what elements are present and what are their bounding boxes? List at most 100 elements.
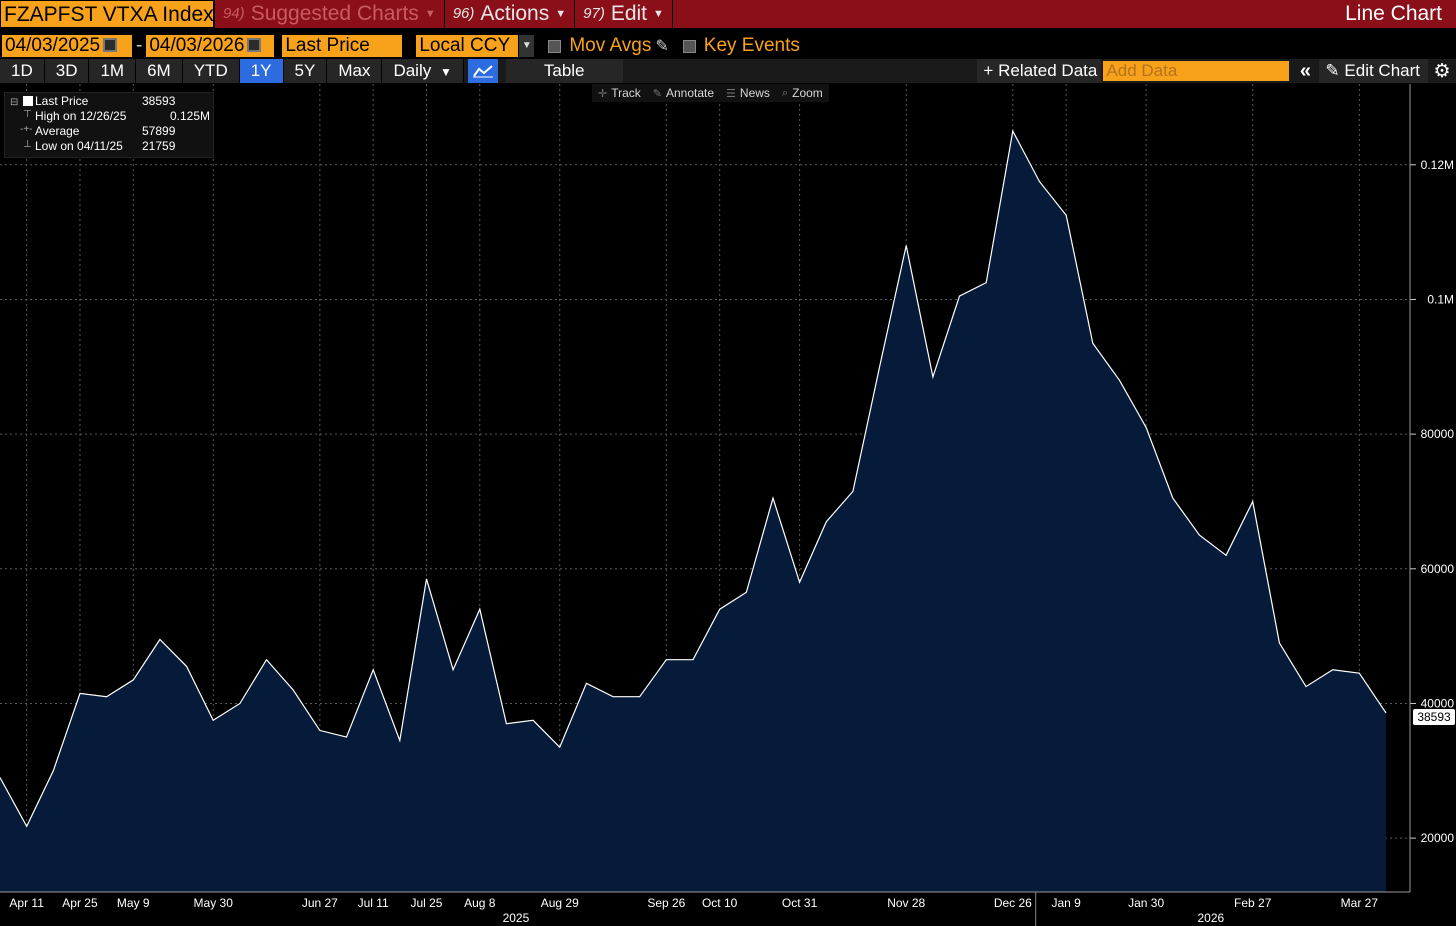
edit-menu[interactable]: 97) Edit ▼	[574, 0, 673, 28]
price-chart[interactable]: 20000 40000 60000 80000 0.1M 0.12M Apr 11 Apr …	[0, 84, 1456, 926]
magnifier-icon: ⌕	[781, 86, 789, 99]
plus-icon: +	[983, 61, 994, 80]
start-date-value: 04/03/2025	[5, 35, 101, 56]
menu-label: Suggested Charts	[250, 2, 419, 25]
legend-average-label: Average	[35, 124, 80, 138]
frequency-label: Daily	[393, 61, 432, 80]
x-axis: Apr 11 Apr 25 May 9 May 30 Jun 27 Jul 11 Jul 2…	[0, 891, 1410, 926]
actions-menu[interactable]: 96) Actions ▼	[443, 0, 574, 28]
news-label: News	[739, 86, 770, 100]
x-tick-label: Jul 25	[410, 896, 442, 910]
period-button-ytd[interactable]: YTD	[182, 59, 240, 83]
line-chart-button[interactable]	[467, 59, 498, 83]
x-tick-label: Feb 27	[1234, 896, 1272, 910]
chart-tools-toolbar: ✛ Track ✎ Annotate ☰ News ⌕ Zoom	[592, 84, 829, 102]
row3-right-group: + Related Data Add Data « ✎ Edit Chart ⚙	[977, 59, 1456, 83]
currency-select[interactable]: Local CCY	[416, 35, 519, 57]
view-title: Line Chart	[1345, 2, 1442, 25]
x-tick-label: Oct 31	[782, 896, 818, 910]
y-tick-label: 0.12M	[1421, 158, 1454, 172]
dropdown-arrow-icon[interactable]: ▼	[518, 35, 535, 57]
price-field-select[interactable]: Last Price	[282, 35, 403, 57]
high-marker-icon: ⊤	[23, 109, 32, 120]
related-data-button[interactable]: + Related Data	[977, 59, 1102, 83]
y-tick-label: 0.1M	[1427, 292, 1454, 306]
news-icon: ☰	[726, 87, 736, 100]
low-marker-icon: ⊥	[23, 139, 32, 150]
menu-number: 97)	[583, 5, 605, 22]
menu-label: Actions	[480, 2, 550, 25]
x-tick-label: May 9	[117, 896, 150, 910]
series-area-fill	[0, 131, 1386, 893]
x-tick-label: Nov 28	[887, 896, 925, 910]
chart-area[interactable]: 20000 40000 60000 80000 0.1M 0.12M Apr 11 Apr …	[0, 84, 1456, 926]
year-label: 2026	[1197, 911, 1224, 925]
y-tick-label: 20000	[1421, 831, 1455, 845]
x-tick-label: Aug 8	[464, 896, 496, 910]
period-button-1m[interactable]: 1M	[89, 59, 137, 83]
pencil-icon: ✎	[1325, 61, 1340, 80]
crosshair-icon: ✛	[598, 87, 608, 100]
period-button-1d[interactable]: 1D	[0, 59, 45, 83]
period-button-3d[interactable]: 3D	[44, 59, 90, 83]
key-events-label: Key Events	[703, 35, 800, 56]
x-tick-label: Mar 27	[1341, 896, 1379, 910]
ticker-field[interactable]: FZAPFST VTXA Index	[0, 0, 214, 28]
menu-label: Edit	[610, 2, 648, 25]
period-button-1y[interactable]: 1Y	[239, 59, 284, 83]
annotate-label: Annotate	[666, 86, 715, 100]
edit-chart-label: Edit Chart	[1344, 61, 1420, 80]
x-tick-label: Apr 25	[62, 896, 98, 910]
x-tick-label: May 30	[194, 896, 234, 910]
pencil-icon[interactable]: ✎	[655, 38, 669, 55]
y-tick-label: 80000	[1421, 427, 1455, 441]
chart-legend[interactable]: ⊟ Last Price 38593 ⊤ High on 12/26/25 0.…	[4, 92, 214, 158]
period-button-max[interactable]: Max	[327, 59, 383, 83]
checkbox-icon[interactable]	[682, 39, 696, 53]
series-line	[0, 129, 1387, 828]
y-axis: 20000 40000 60000 80000 0.1M 0.12M	[1409, 84, 1455, 892]
x-tick-label: Jul 11	[358, 896, 389, 910]
period-button-6m[interactable]: 6M	[136, 59, 183, 83]
double-chevron-left-icon[interactable]: «	[1299, 59, 1311, 82]
legend-last-label: Last Price	[35, 94, 89, 108]
zoom-tool[interactable]: ⌕ Zoom	[776, 86, 829, 100]
related-data-label: Related Data	[998, 61, 1098, 80]
frequency-select[interactable]: Daily ▼	[382, 59, 464, 83]
x-tick-label: Jan 30	[1128, 896, 1164, 910]
caret-down-icon: ▼	[424, 8, 436, 20]
news-tool[interactable]: ☰ News	[720, 86, 776, 100]
average-marker-icon: -+-	[20, 124, 33, 135]
last-price-badge: 38593	[1413, 709, 1455, 725]
x-tick-label: Sep 26	[647, 896, 685, 910]
end-date-field[interactable]: 04/03/2026	[146, 35, 275, 57]
collapse-icon[interactable]: ⊟	[10, 97, 19, 108]
y-tick-label: 40000	[1421, 696, 1455, 710]
add-data-input[interactable]: Add Data	[1103, 61, 1290, 81]
edit-chart-button[interactable]: ✎ Edit Chart	[1319, 59, 1428, 83]
end-date-value: 04/03/2026	[149, 35, 245, 56]
mov-avgs-option[interactable]: Mov Avgs ✎	[548, 35, 669, 57]
menu-number: 96)	[452, 5, 475, 22]
track-tool[interactable]: ✛ Track	[592, 86, 647, 100]
x-tick-label: Jan 9	[1051, 896, 1081, 910]
legend-average-value: 57899	[142, 124, 176, 138]
calendar-icon[interactable]	[103, 38, 118, 52]
period-button-5y[interactable]: 5Y	[283, 59, 328, 83]
annotate-tool[interactable]: ✎ Annotate	[647, 86, 720, 100]
key-events-option[interactable]: Key Events	[682, 35, 800, 57]
pencil-icon: ✎	[652, 87, 662, 100]
zoom-label: Zoom	[792, 86, 823, 100]
start-date-field[interactable]: 04/03/2025	[2, 35, 132, 57]
y-tick-label: 60000	[1421, 562, 1455, 576]
legend-high-value: 0.125M	[170, 109, 211, 123]
suggested-charts-menu[interactable]: 94) Suggested Charts ▼	[214, 0, 444, 28]
gear-icon[interactable]: ⚙	[1433, 60, 1451, 82]
menu-number: 94)	[223, 5, 245, 22]
options-row: 04/03/2025 - 04/03/2026 Last Price Local…	[0, 34, 1456, 58]
x-tick-label: Apr 11	[9, 896, 44, 910]
line-chart-icon	[472, 65, 493, 78]
checkbox-icon[interactable]	[548, 39, 562, 53]
table-button[interactable]: Table	[505, 59, 623, 83]
calendar-icon[interactable]	[247, 38, 262, 52]
